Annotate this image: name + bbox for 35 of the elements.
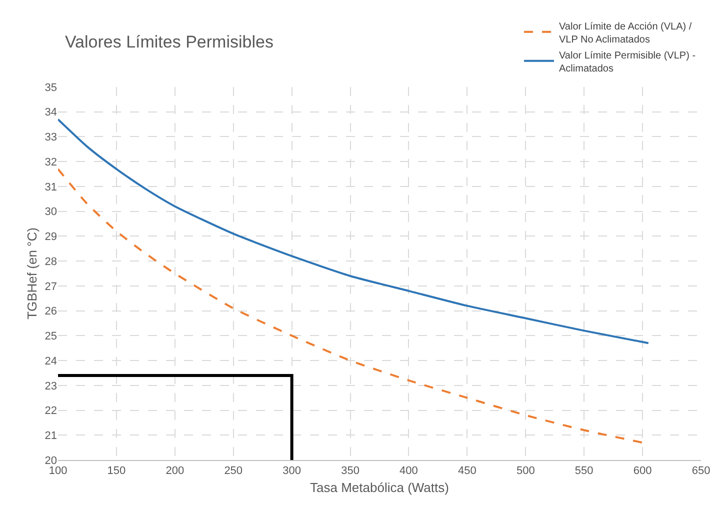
y-tick-label: 21 <box>44 430 57 442</box>
y-tick-label: 31 <box>44 181 57 194</box>
x-tick-label: 500 <box>516 465 535 478</box>
y-tick-label: 27 <box>44 280 57 293</box>
x-tick-label: 200 <box>166 465 184 478</box>
x-tick-label: 450 <box>458 465 476 478</box>
y-tick-label: 28 <box>44 256 57 268</box>
x-tick-label: 400 <box>400 465 418 478</box>
y-axis-title: TGBHef (en °C) <box>24 228 40 320</box>
y-tick-label: 26 <box>44 306 57 318</box>
y-tick-label: 24 <box>44 355 57 368</box>
x-tick-label: 600 <box>633 465 652 478</box>
y-tick-label: 33 <box>44 132 57 144</box>
chart-title: Valores Límites Permisibles <box>64 32 274 52</box>
legend-label: Valor Límite Permisible (VLP) - Aclimatados <box>559 50 696 74</box>
y-tick-label: 32 <box>44 156 57 168</box>
x-tick-label: 350 <box>341 465 360 478</box>
line-series <box>58 118 650 344</box>
y-tick-label: 35 <box>44 82 57 94</box>
x-axis-title: Tasa Metabólica (Watts) <box>310 480 449 495</box>
x-tick-label: 300 <box>282 465 301 478</box>
y-tick-label: 34 <box>44 106 57 119</box>
y-tick-label: 22 <box>44 405 57 418</box>
y-tick-label: 25 <box>44 330 57 343</box>
x-tick-label: 250 <box>224 465 243 478</box>
y-tick-label: 20 <box>44 454 57 467</box>
line-series <box>58 168 644 444</box>
y-tick-label: 23 <box>44 380 57 392</box>
y-tick-label: 30 <box>44 206 57 218</box>
x-tick-label: 150 <box>107 465 126 478</box>
legend-label: Valor Límite de Acción (VLA) / VLP No Aclimatados <box>559 21 692 46</box>
y-tick-label: 29 <box>44 231 57 244</box>
x-tick-label: 100 <box>48 465 68 478</box>
x-tick-label: 650 <box>692 465 710 478</box>
x-tick-label: 550 <box>574 465 594 478</box>
